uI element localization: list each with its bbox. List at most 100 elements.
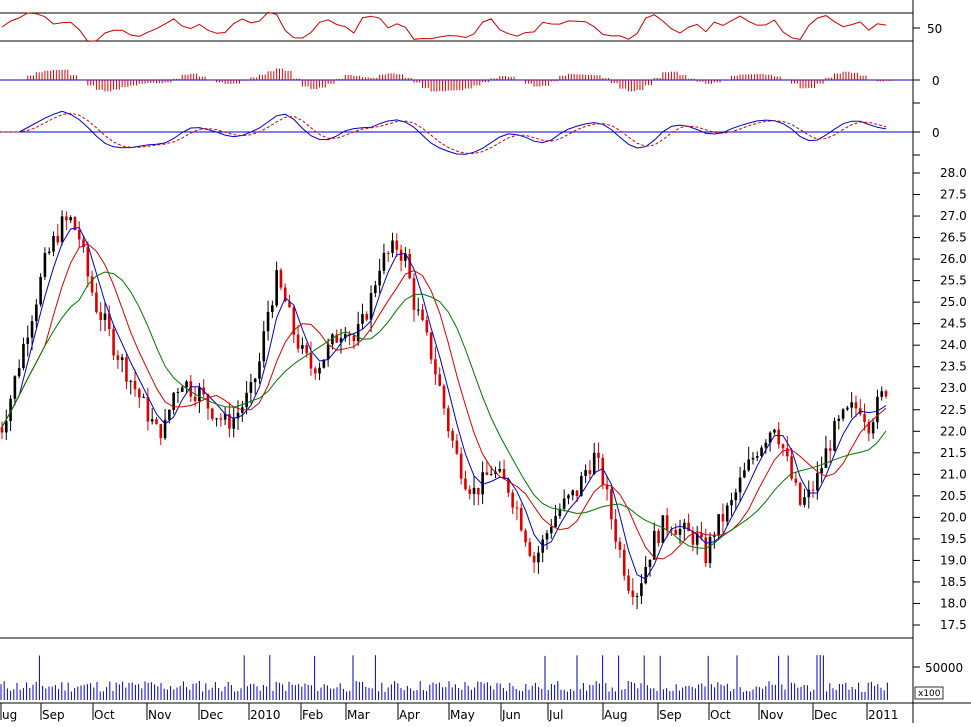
candle-up bbox=[69, 217, 72, 221]
candle-down bbox=[532, 555, 536, 563]
candle-down bbox=[828, 448, 832, 451]
candle-up bbox=[549, 526, 553, 534]
candle-up bbox=[713, 535, 716, 537]
candle-up bbox=[760, 447, 763, 457]
candle-down bbox=[446, 408, 450, 432]
candle-up bbox=[223, 413, 227, 420]
candle-up bbox=[163, 419, 167, 439]
candle-up bbox=[751, 457, 755, 460]
candle-down bbox=[700, 533, 703, 538]
candle-down bbox=[73, 217, 77, 231]
price-tick-label: 28.0 bbox=[940, 166, 967, 180]
candle-up bbox=[9, 398, 12, 421]
candle-up bbox=[498, 468, 502, 472]
candle-up bbox=[584, 470, 587, 476]
histogram-axis-label: 0 bbox=[932, 74, 940, 88]
price-tick-label: 19.0 bbox=[940, 553, 967, 567]
candle-up bbox=[232, 418, 236, 429]
candle-down bbox=[485, 472, 489, 475]
candle-down bbox=[665, 515, 669, 530]
candle-up bbox=[17, 368, 21, 377]
candle-up bbox=[708, 536, 712, 564]
candle-up bbox=[249, 381, 253, 393]
month-label: 2010 bbox=[250, 708, 281, 722]
candle-down bbox=[365, 314, 369, 320]
candle-up bbox=[301, 345, 304, 349]
candle-down bbox=[459, 453, 463, 479]
candle-down bbox=[721, 514, 725, 522]
month-label: Mar bbox=[347, 708, 370, 722]
candle-down bbox=[138, 389, 141, 398]
candle-down bbox=[863, 414, 866, 422]
candle-up bbox=[833, 420, 836, 451]
candle-down bbox=[884, 391, 888, 397]
candle-up bbox=[344, 333, 347, 339]
price-tick-label: 20.0 bbox=[940, 510, 967, 524]
volume-unit-box bbox=[914, 686, 944, 700]
candle-up bbox=[258, 361, 261, 379]
candle-down bbox=[335, 334, 339, 343]
candle-down bbox=[193, 396, 197, 401]
candle-up bbox=[60, 216, 64, 243]
candle-up bbox=[416, 309, 420, 311]
ma-fast-line bbox=[1, 226, 887, 580]
price-tick-label: 17.5 bbox=[940, 618, 967, 632]
candle-down bbox=[65, 216, 68, 221]
candle-up bbox=[734, 492, 738, 501]
price-tick-label: 22.0 bbox=[940, 424, 967, 438]
candle-down bbox=[575, 490, 579, 497]
candle-up bbox=[245, 392, 248, 408]
month-label: Jul bbox=[548, 708, 563, 722]
price-tick-label: 21.5 bbox=[940, 446, 967, 460]
candle-up bbox=[678, 528, 682, 535]
candle-up bbox=[773, 429, 776, 433]
candle-up bbox=[481, 472, 484, 495]
candle-up bbox=[168, 409, 171, 420]
candle-down bbox=[438, 374, 442, 386]
candle-down bbox=[429, 332, 433, 360]
candle-down bbox=[107, 313, 111, 330]
candle-up bbox=[820, 467, 823, 474]
candlesticks bbox=[0, 210, 888, 610]
rsi-axis-label: 50 bbox=[927, 22, 942, 36]
candle-up bbox=[683, 522, 686, 529]
candle-down bbox=[781, 444, 785, 449]
candle-up bbox=[404, 253, 407, 261]
candle-down bbox=[670, 529, 673, 531]
candle-down bbox=[854, 402, 858, 409]
candle-down bbox=[515, 507, 519, 509]
candle-down bbox=[588, 470, 592, 474]
candle-down bbox=[77, 230, 81, 240]
candle-down bbox=[614, 519, 617, 542]
candle-up bbox=[871, 422, 875, 434]
candle-up bbox=[803, 497, 806, 505]
candle-up bbox=[120, 357, 124, 360]
candle-down bbox=[99, 312, 102, 320]
volume-unit-label: x100 bbox=[918, 689, 941, 699]
candle-up bbox=[361, 314, 364, 324]
candle-up bbox=[725, 505, 729, 522]
month-label: Feb bbox=[302, 708, 323, 722]
candle-up bbox=[489, 474, 493, 476]
candle-up bbox=[382, 252, 386, 271]
candle-up bbox=[717, 514, 720, 536]
candle-down bbox=[155, 419, 158, 425]
candle-down bbox=[309, 353, 313, 369]
candle-up bbox=[743, 470, 746, 478]
candle-up bbox=[150, 419, 154, 422]
candle-up bbox=[747, 459, 750, 471]
candle-up bbox=[571, 490, 575, 496]
candle-down bbox=[687, 522, 690, 532]
candle-down bbox=[90, 276, 94, 293]
candle-down bbox=[601, 457, 605, 485]
candle-down bbox=[288, 301, 291, 308]
candle-down bbox=[408, 253, 411, 279]
macd-line bbox=[2, 110, 887, 155]
month-label: Oct bbox=[710, 708, 731, 722]
price-tick-label: 18.0 bbox=[940, 596, 967, 610]
candle-up bbox=[661, 515, 665, 543]
candle-up bbox=[172, 392, 175, 410]
price-tick-label: 21.0 bbox=[940, 467, 967, 481]
candle-up bbox=[545, 533, 549, 540]
candle-up bbox=[103, 313, 107, 321]
